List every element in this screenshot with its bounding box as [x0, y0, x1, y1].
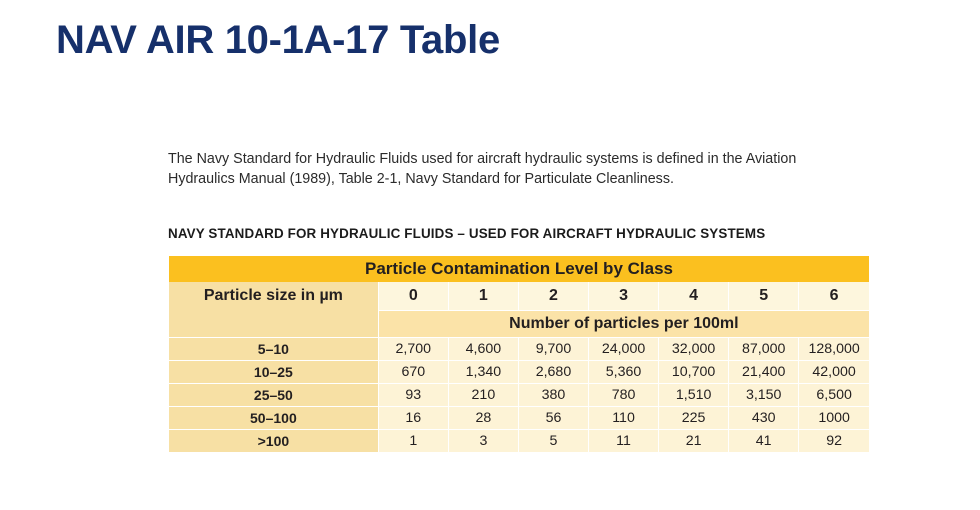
cell-r2-c0: 93	[377, 383, 449, 407]
units-band-spacer	[169, 310, 379, 338]
class-header-3: 3	[587, 282, 659, 311]
cell-r0-c5: 87,000	[728, 337, 799, 361]
cell-r3-c3: 110	[587, 406, 659, 430]
cell-r0-c1: 4,600	[447, 337, 519, 361]
cell-r4-c6: 92	[798, 429, 869, 452]
table-row: 5–10 2,700 4,600 9,700 24,000 32,000 87,…	[169, 337, 869, 361]
class-header-6: 6	[798, 282, 869, 311]
particle-size-header: Particle size in µm	[169, 282, 379, 311]
cell-r4-c0: 1	[377, 429, 449, 452]
table-band-title: Particle Contamination Level by Class	[169, 256, 869, 282]
class-header-5: 5	[728, 282, 799, 311]
cell-r2-c3: 780	[587, 383, 659, 407]
cell-r1-c5: 21,400	[728, 360, 799, 384]
table-row: 10–25 670 1,340 2,680 5,360 10,700 21,40…	[169, 360, 869, 384]
class-header-4: 4	[658, 282, 729, 311]
cell-r3-c0: 16	[377, 406, 449, 430]
cell-r2-c1: 210	[447, 383, 519, 407]
cell-r4-c5: 41	[728, 429, 799, 452]
cell-r4-c3: 11	[587, 429, 659, 452]
cell-r1-c4: 10,700	[658, 360, 729, 384]
intro-line-1: The Navy Standard for Hydraulic Fluids u…	[168, 151, 797, 167]
cell-r0-c0: 2,700	[377, 337, 449, 361]
class-header-2: 2	[517, 282, 589, 311]
cell-r0-c6: 128,000	[798, 337, 869, 361]
intro-paragraph: The Navy Standard for Hydraulic Fluids u…	[168, 149, 884, 189]
cell-r3-c1: 28	[447, 406, 519, 430]
units-band-label: Number of particles per 100ml	[377, 310, 869, 338]
nav-air-table-container: Particle Contamination Level by Class Pa…	[169, 256, 869, 452]
row-label-50-100: 50–100	[169, 406, 379, 430]
cell-r3-c6: 1000	[798, 406, 869, 430]
cell-r2-c4: 1,510	[658, 383, 729, 407]
cell-r0-c3: 24,000	[587, 337, 659, 361]
cell-r0-c2: 9,700	[517, 337, 589, 361]
class-header-1: 1	[447, 282, 519, 311]
cell-r1-c0: 670	[377, 360, 449, 384]
cell-r1-c2: 2,680	[517, 360, 589, 384]
table-row: 50–100 16 28 56 110 225 430 1000	[169, 406, 869, 430]
cell-r0-c4: 32,000	[658, 337, 729, 361]
page-title: NAV AIR 10-1A-17 Table	[56, 18, 500, 62]
table-class-header-row: Particle size in µm 0 1 2 3 4 5 6	[169, 282, 869, 311]
section-heading: NAVY STANDARD FOR HYDRAULIC FLUIDS – USE…	[168, 226, 766, 241]
particle-contamination-table: Particle Contamination Level by Class Pa…	[169, 256, 869, 452]
row-label-25-50: 25–50	[169, 383, 379, 407]
cell-r2-c6: 6,500	[798, 383, 869, 407]
class-header-0: 0	[377, 282, 449, 311]
row-label-10-25: 10–25	[169, 360, 379, 384]
cell-r4-c4: 21	[658, 429, 729, 452]
cell-r4-c2: 5	[517, 429, 589, 452]
cell-r1-c6: 42,000	[798, 360, 869, 384]
table-row: >100 1 3 5 11 21 41 92	[169, 429, 869, 452]
cell-r3-c2: 56	[517, 406, 589, 430]
intro-line-2: Hydraulics Manual (1989), Table 2-1, Nav…	[168, 171, 674, 187]
row-label-5-10: 5–10	[169, 337, 379, 361]
cell-r2-c5: 3,150	[728, 383, 799, 407]
cell-r3-c5: 430	[728, 406, 799, 430]
cell-r2-c2: 380	[517, 383, 589, 407]
table-units-band-row: Number of particles per 100ml	[169, 310, 869, 338]
row-label-over-100: >100	[169, 429, 379, 452]
cell-r4-c1: 3	[447, 429, 519, 452]
cell-r1-c3: 5,360	[587, 360, 659, 384]
table-band-title-row: Particle Contamination Level by Class	[169, 256, 869, 282]
cell-r3-c4: 225	[658, 406, 729, 430]
cell-r1-c1: 1,340	[447, 360, 519, 384]
table-row: 25–50 93 210 380 780 1,510 3,150 6,500	[169, 383, 869, 407]
